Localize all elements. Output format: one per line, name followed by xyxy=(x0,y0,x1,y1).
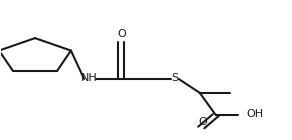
Text: O: O xyxy=(198,117,207,127)
Text: NH: NH xyxy=(81,73,98,83)
Text: S: S xyxy=(171,73,179,83)
Text: OH: OH xyxy=(246,109,263,119)
Text: O: O xyxy=(117,29,126,39)
